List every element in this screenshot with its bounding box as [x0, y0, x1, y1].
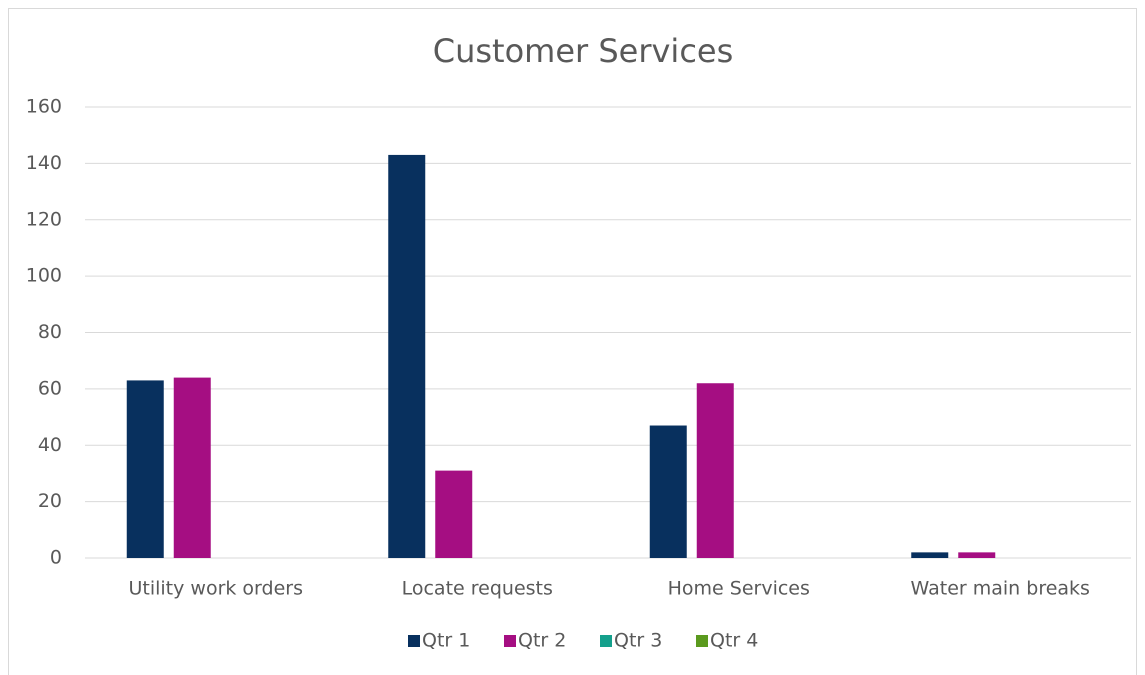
legend-label: Qtr 4	[710, 630, 758, 652]
bar	[435, 470, 473, 558]
bar	[911, 552, 949, 558]
y-tick-label: 40	[38, 434, 62, 456]
y-tick-label: 160	[26, 96, 62, 118]
bar	[649, 425, 687, 558]
y-tick-label: 120	[26, 208, 62, 230]
bar	[173, 377, 211, 558]
x-tick-label: Locate requests	[402, 578, 553, 600]
x-tick-label: Utility work orders	[128, 578, 303, 600]
bar	[388, 154, 426, 558]
legend-label: Qtr 2	[518, 630, 566, 652]
legend-swatch	[600, 635, 612, 647]
legend-swatch	[696, 635, 708, 647]
y-tick-label: 0	[50, 547, 62, 569]
y-tick-label: 60	[38, 377, 62, 399]
bar	[696, 383, 734, 558]
legend-swatch	[408, 635, 420, 647]
bar	[126, 380, 164, 558]
bar	[958, 552, 996, 558]
chart-title: Customer Services	[433, 32, 734, 70]
y-tick-label: 140	[26, 152, 62, 174]
legend-label: Qtr 3	[614, 630, 662, 652]
x-tick-label: Home Services	[668, 578, 810, 600]
y-tick-label: 100	[26, 265, 62, 287]
chart-frame	[8, 8, 1137, 675]
legend-label: Qtr 1	[422, 630, 470, 652]
y-tick-label: 20	[38, 490, 62, 512]
legend-swatch	[504, 635, 516, 647]
y-tick-label: 80	[38, 321, 62, 343]
x-tick-label: Water main breaks	[911, 578, 1090, 600]
